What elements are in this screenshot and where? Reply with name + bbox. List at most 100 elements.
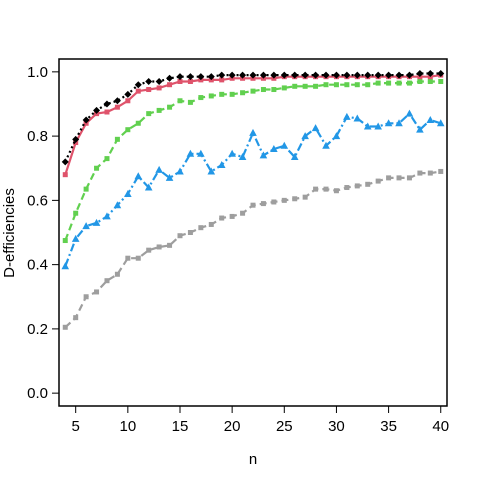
- data-point: [103, 212, 111, 220]
- data-point: [365, 82, 371, 88]
- data-point: [260, 201, 266, 207]
- data-point: [292, 196, 298, 202]
- data-point: [155, 77, 163, 85]
- data-point: [302, 83, 308, 89]
- data-point: [62, 238, 68, 244]
- data-point: [219, 91, 225, 97]
- data-point: [135, 120, 141, 126]
- plot-frame: [58, 58, 448, 407]
- data-point: [146, 111, 152, 117]
- data-point: [218, 71, 226, 79]
- data-point: [240, 210, 246, 216]
- data-point: [167, 242, 173, 248]
- data-point: [229, 213, 235, 219]
- data-point: [259, 151, 268, 159]
- data-point: [219, 77, 225, 83]
- data-point: [103, 100, 111, 108]
- data-point: [384, 119, 393, 127]
- data-point: [250, 202, 256, 208]
- data-point: [406, 175, 412, 181]
- x-tick-label: 20: [224, 418, 241, 435]
- data-point: [395, 119, 403, 127]
- data-point: [144, 183, 153, 191]
- data-point: [239, 71, 247, 79]
- x-tick-label: 10: [119, 418, 136, 435]
- x-tick-label: 30: [328, 418, 345, 435]
- y-tick-label: 0.0: [27, 385, 48, 402]
- data-point: [250, 88, 256, 94]
- data-point: [344, 82, 350, 88]
- data-point: [313, 186, 319, 192]
- data-point: [176, 167, 184, 175]
- data-point: [186, 73, 194, 81]
- x-tick-label: 15: [172, 418, 189, 435]
- data-point: [166, 74, 174, 82]
- data-point: [322, 71, 330, 79]
- data-point: [94, 165, 100, 171]
- data-point: [155, 165, 163, 173]
- data-point: [271, 199, 277, 205]
- data-point: [280, 141, 289, 149]
- x-tick-label: 40: [432, 418, 449, 435]
- data-point: [427, 78, 433, 84]
- data-point: [302, 194, 308, 200]
- y-tick-label: 0.8: [27, 128, 48, 145]
- data-point: [375, 178, 381, 184]
- x-tick-label: 25: [276, 418, 293, 435]
- data-point: [374, 71, 382, 79]
- data-point: [416, 69, 424, 77]
- data-point: [395, 71, 403, 79]
- data-point: [208, 221, 214, 227]
- data-point: [396, 80, 402, 86]
- data-point: [113, 201, 122, 209]
- data-point: [343, 71, 351, 79]
- data-point: [427, 170, 433, 176]
- data-point: [156, 107, 162, 113]
- data-point: [207, 167, 216, 175]
- data-point: [270, 144, 278, 152]
- data-point: [197, 73, 205, 81]
- x-axis-label: n: [249, 451, 257, 468]
- data-point: [104, 109, 110, 115]
- data-point: [61, 262, 70, 270]
- data-point: [437, 69, 445, 77]
- series-layer: [61, 69, 445, 330]
- y-axis: 0.0 0.2 0.4 0.6 0.8 1.0: [27, 64, 59, 402]
- data-point: [72, 135, 80, 143]
- data-point: [281, 197, 287, 203]
- data-point: [93, 106, 101, 114]
- data-point: [353, 114, 362, 122]
- data-point: [436, 119, 445, 127]
- data-point: [386, 80, 392, 86]
- data-point: [438, 168, 444, 174]
- data-point: [343, 112, 351, 120]
- data-point: [311, 124, 320, 132]
- data-point: [114, 104, 120, 110]
- data-point: [82, 222, 90, 230]
- data-point: [354, 183, 360, 189]
- data-point: [217, 161, 226, 169]
- data-point: [83, 294, 89, 300]
- data-point: [249, 71, 257, 79]
- data-point: [291, 71, 299, 79]
- data-point: [280, 71, 288, 79]
- data-point: [125, 255, 131, 261]
- x-tick-label: 35: [380, 418, 397, 435]
- data-point: [146, 87, 152, 93]
- data-point: [270, 71, 278, 79]
- data-point: [281, 85, 287, 91]
- data-point: [176, 73, 184, 81]
- data-point: [167, 82, 173, 88]
- y-tick-label: 1.0: [27, 64, 48, 81]
- data-point: [113, 97, 121, 105]
- data-point: [165, 173, 174, 181]
- data-point: [323, 82, 329, 88]
- data-point: [134, 81, 142, 89]
- data-point: [332, 71, 340, 79]
- y-tick-label: 0.6: [27, 192, 48, 209]
- series-2: [62, 78, 444, 244]
- data-point: [156, 244, 162, 250]
- data-point: [333, 188, 339, 194]
